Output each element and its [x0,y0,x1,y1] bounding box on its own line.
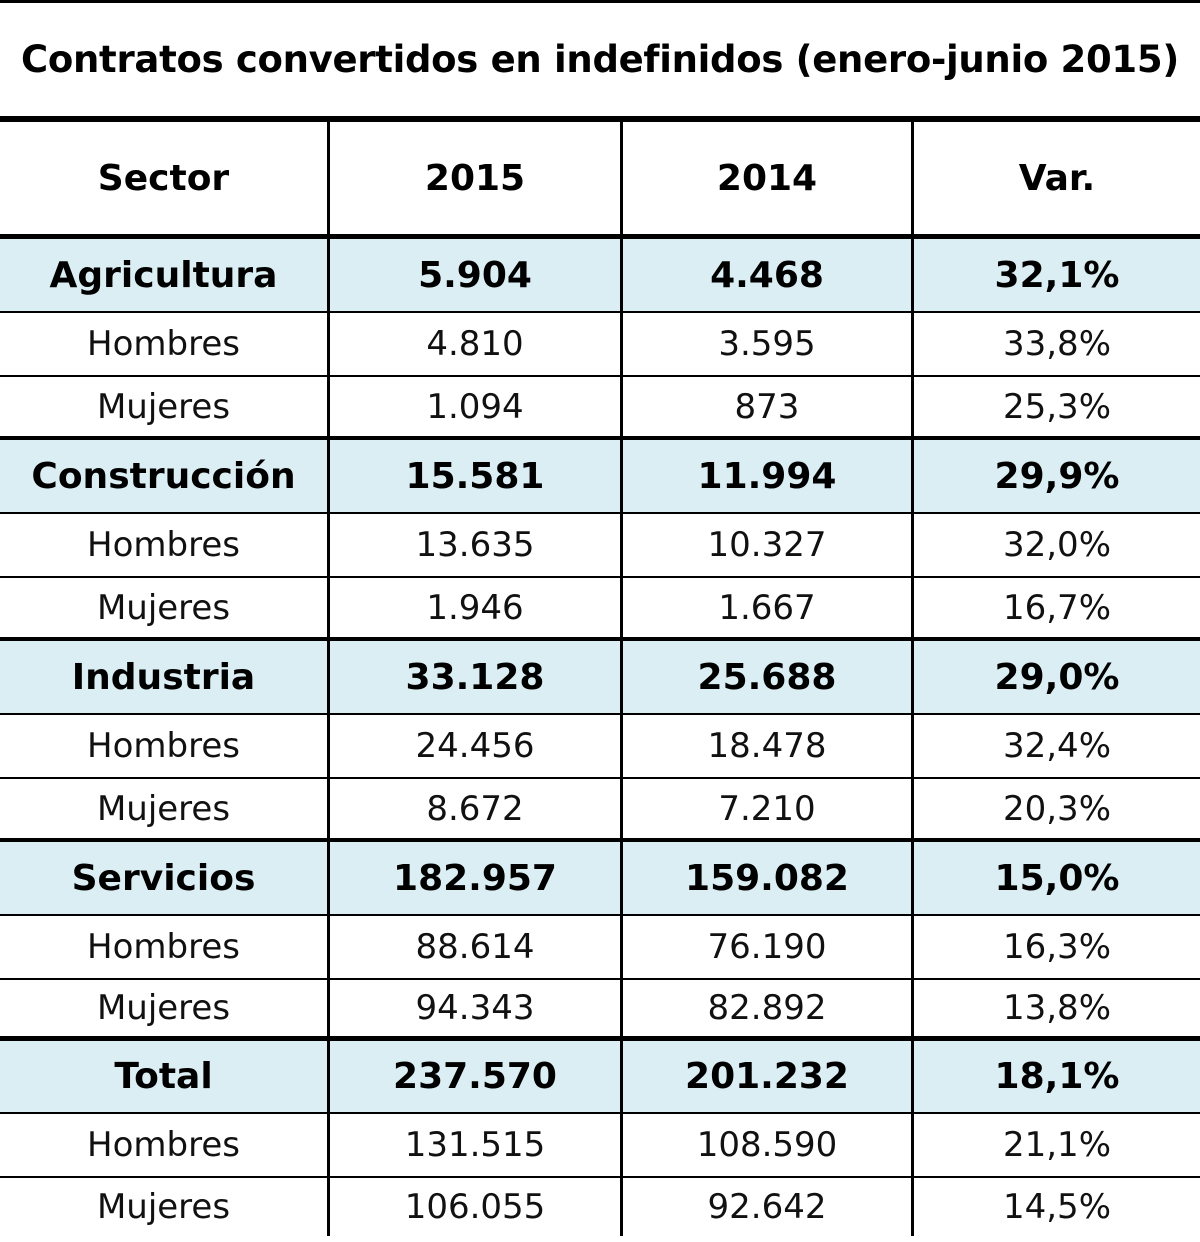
sector-sector: Total [114,1056,213,1097]
row-sector: Hombres [87,525,240,565]
sector-value-2014: 159.082 [620,842,911,914]
sector-variation: 18,1% [911,1041,1200,1112]
row-value-2014: 82.892 [620,980,911,1036]
table-row: Hombres 13.635 10.327 32,0% [0,514,1200,578]
sector-value-2014: 201.232 [620,1041,911,1112]
table-row: Mujeres 1.946 1.667 16,7% [0,578,1200,641]
row-variation: 13,8% [911,980,1200,1036]
row-sector: Hombres [87,927,240,967]
sector-value-2014: 4.468 [620,239,911,311]
sector-row: Industria 33.128 25.688 29,0% [0,641,1200,715]
table-title: Contratos convertidos en indefinidos (en… [0,0,1200,122]
sector-variation: 15,0% [911,842,1200,914]
row-value-2014: 108.590 [620,1114,911,1176]
row-value-2015: 1.946 [327,578,620,637]
row-value-2014: 76.190 [620,916,911,978]
row-value-2015: 8.672 [327,779,620,838]
table-row: Hombres 131.515 108.590 21,1% [0,1114,1200,1178]
sector-row: Servicios 182.957 159.082 15,0% [0,842,1200,916]
header-row: Sector 2015 2014 Var. [0,122,1200,239]
row-value-2014: 18.478 [620,715,911,777]
row-sector: Hombres [87,324,240,364]
row-value-2014: 3.595 [620,313,911,375]
row-variation: 33,8% [911,313,1200,375]
table-row: Hombres 24.456 18.478 32,4% [0,715,1200,779]
table-row: Mujeres 1.094 873 25,3% [0,377,1200,440]
table-row: Hombres 4.810 3.595 33,8% [0,313,1200,377]
row-value-2015: 24.456 [327,715,620,777]
sector-sector: Agricultura [49,254,278,296]
row-variation: 14,5% [911,1178,1200,1236]
row-value-2015: 131.515 [327,1114,620,1176]
row-value-2014: 10.327 [620,514,911,576]
header-sector: Sector [97,157,230,199]
row-value-2015: 106.055 [327,1178,620,1236]
row-variation: 32,0% [911,514,1200,576]
row-sector: Mujeres [96,587,231,628]
sector-row: Total 237.570 201.232 18,1% [0,1041,1200,1114]
row-value-2014: 873 [620,377,911,436]
sector-value-2015: 15.581 [327,440,620,512]
sector-value-2015: 182.957 [327,842,620,914]
sector-value-2015: 33.128 [327,641,620,713]
row-variation: 21,1% [911,1114,1200,1176]
row-variation: 20,3% [911,779,1200,838]
table-row: Mujeres 94.343 82.892 13,8% [0,980,1200,1041]
row-sector: Mujeres [96,1187,231,1227]
sector-sector: Servicios [71,857,256,899]
row-value-2015: 1.094 [327,377,620,436]
row-value-2015: 4.810 [327,313,620,375]
row-variation: 25,3% [911,377,1200,436]
row-value-2014: 1.667 [620,578,911,637]
row-value-2015: 94.343 [327,980,620,1036]
row-sector: Hombres [87,726,240,766]
header-2014: 2014 [620,122,911,234]
sector-sector: Construcción [31,455,296,497]
sector-row: Construcción 15.581 11.994 29,9% [0,440,1200,514]
sector-variation: 29,0% [911,641,1200,713]
row-sector: Mujeres [96,788,231,829]
sector-value-2014: 11.994 [620,440,911,512]
table-row: Mujeres 106.055 92.642 14,5% [0,1178,1200,1236]
row-value-2014: 92.642 [620,1178,911,1236]
header-2015: 2015 [327,122,620,234]
row-value-2014: 7.210 [620,779,911,838]
sector-value-2015: 237.570 [327,1041,620,1112]
table-row: Hombres 88.614 76.190 16,3% [0,916,1200,980]
sector-variation: 32,1% [911,239,1200,311]
row-sector: Mujeres [96,988,231,1028]
sector-value-2014: 25.688 [620,641,911,713]
table: Sector 2015 2014 Var. Agricultura 5.904 4.… [0,122,1200,1236]
sector-variation: 29,9% [911,440,1200,512]
sector-row: Agricultura 5.904 4.468 32,1% [0,239,1200,313]
row-value-2015: 88.614 [327,916,620,978]
row-sector: Mujeres [96,386,231,427]
row-variation: 16,7% [911,578,1200,637]
sector-value-2015: 5.904 [327,239,620,311]
row-variation: 32,4% [911,715,1200,777]
table-row: Mujeres 8.672 7.210 20,3% [0,779,1200,842]
row-sector: Hombres [87,1125,240,1165]
sector-sector: Industria [71,656,256,698]
row-value-2015: 13.635 [327,514,620,576]
header-var: Var. [911,122,1200,234]
row-variation: 16,3% [911,916,1200,978]
